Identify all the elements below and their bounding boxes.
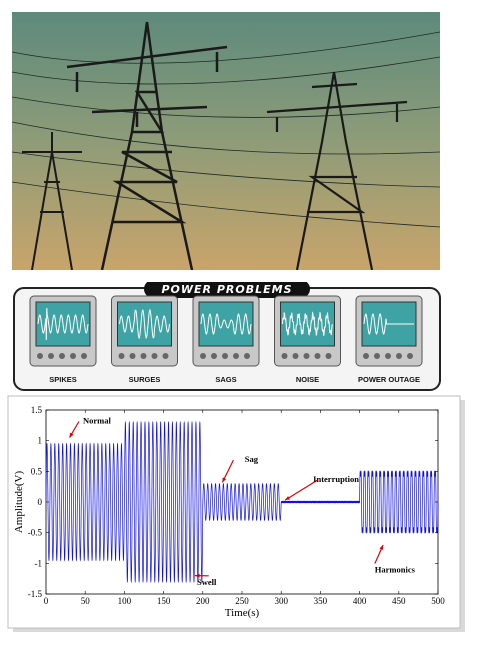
- x-tick-label: 50: [81, 596, 91, 606]
- scope-knob: [59, 353, 65, 359]
- scope-knob: [304, 353, 310, 359]
- x-tick-label: 200: [196, 596, 210, 606]
- y-axis-title: Amplitude(V): [13, 471, 25, 534]
- x-tick-label: 0: [44, 596, 49, 606]
- scope-knob: [222, 353, 228, 359]
- power-lines-photo: [12, 12, 440, 270]
- x-tick-label: 500: [431, 596, 445, 606]
- scope-knob: [293, 353, 299, 359]
- scope-knob: [48, 353, 54, 359]
- scope-knob: [152, 353, 158, 359]
- scope-knob: [211, 353, 217, 359]
- scope-knob: [282, 353, 288, 359]
- y-tick-label: -0.5: [28, 528, 43, 538]
- sky-background: [12, 12, 440, 270]
- scope-knob: [81, 353, 87, 359]
- scope-knob: [407, 353, 413, 359]
- x-tick-label: 400: [353, 596, 367, 606]
- annotation-label: Normal: [83, 415, 111, 425]
- panel-title: POWER PROBLEMS: [161, 283, 292, 296]
- scope-knob: [233, 353, 239, 359]
- scope-knob: [315, 353, 321, 359]
- scope-knob: [326, 353, 332, 359]
- x-tick-label: 350: [314, 596, 328, 606]
- scope-knob: [70, 353, 76, 359]
- y-tick-label: 0.5: [31, 466, 43, 476]
- scope-knob: [396, 353, 402, 359]
- annotation-label: Interruption: [313, 474, 359, 484]
- y-tick-label: 0: [38, 497, 43, 507]
- x-tick-label: 450: [392, 596, 406, 606]
- scope-knob: [200, 353, 206, 359]
- x-tick-label: 250: [235, 596, 249, 606]
- annotation-label: Sag: [245, 454, 259, 464]
- scope-label: POWER OUTAGE: [358, 375, 420, 384]
- scope-knob: [374, 353, 380, 359]
- scope-label: SPIKES: [49, 375, 77, 384]
- disturbance-chart: 0 50 100 150 200 250 300 350 400 450 500 -1.5 -1 -0.…: [0, 394, 479, 648]
- scope-knob: [385, 353, 391, 359]
- x-tick-label: 300: [274, 596, 288, 606]
- y-tick-label: -1: [35, 558, 43, 568]
- y-tick-label: 1: [38, 436, 43, 446]
- y-tick-label: -1.5: [28, 589, 43, 599]
- annotation-label: Harmonics: [375, 565, 416, 575]
- scope-knob: [363, 353, 369, 359]
- scope-label: SAGS: [215, 375, 236, 384]
- power-problems-panel: POWER PROBLEMS SPIKES SURGES SAGS NOISE POWE…: [12, 282, 442, 392]
- scope-knob: [130, 353, 136, 359]
- x-tick-label: 150: [157, 596, 171, 606]
- scope-knob: [141, 353, 147, 359]
- y-tick-label: 1.5: [31, 405, 43, 415]
- disturbance-chart-card: 0 50 100 150 200 250 300 350 400 450 500 -1.5 -1 -0.…: [0, 394, 479, 648]
- scope-knob: [244, 353, 250, 359]
- annotation-label: Swell: [197, 577, 217, 587]
- x-axis-title: Time(s): [225, 607, 260, 619]
- scope-label: SURGES: [129, 375, 161, 384]
- scope-knob: [119, 353, 125, 359]
- x-tick-label: 100: [118, 596, 132, 606]
- scope-knob: [37, 353, 43, 359]
- scope-label: NOISE: [296, 375, 319, 384]
- scope-knob: [163, 353, 169, 359]
